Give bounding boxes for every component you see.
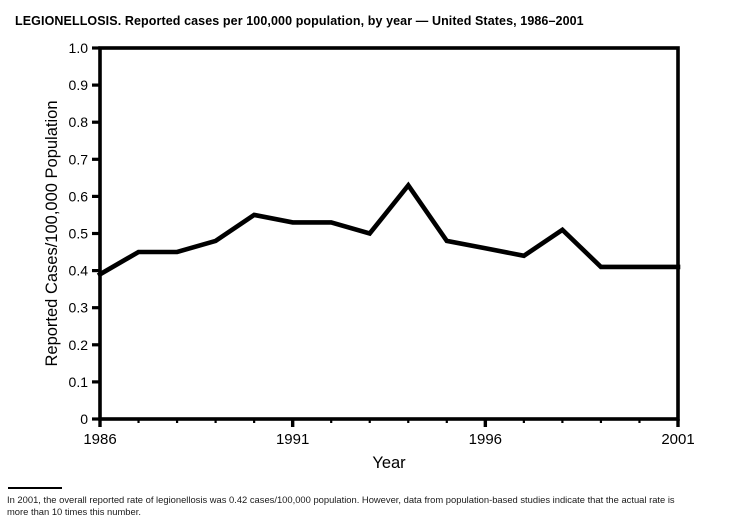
footnote-text-line1: In 2001, the overall reported rate of le… [7, 494, 675, 505]
plot-border [98, 46, 680, 421]
data-line [96, 181, 681, 278]
footnote-text-line2: more than 10 times this number. [7, 506, 141, 517]
y-tick-label: 0.5 [69, 226, 89, 242]
y-tick-label: 0.6 [69, 188, 89, 204]
x-tick-label: 2001 [661, 431, 694, 448]
line-chart-canvas: 0 0.1 0.2 0.3 0.4 0.5 0.6 0.7 0.8 0.9 1.0 1986 1991 1… [43, 40, 695, 472]
footnote: In 2001, the overall reported rate of le… [7, 487, 743, 518]
line-chart: 0 0.1 0.2 0.3 0.4 0.5 0.6 0.7 0.8 0.9 1.0 1986 1991 1… [43, 40, 695, 472]
y-tick-label: 0.4 [69, 263, 89, 279]
y-tick-label: 0.3 [69, 300, 89, 316]
x-tick-label: 1991 [276, 431, 309, 448]
x-tick-label: 1996 [469, 431, 502, 448]
y-tick-label: 0.7 [69, 151, 89, 167]
x-axis-title: Year [372, 454, 406, 472]
footnote-rule [8, 487, 62, 489]
y-tick-label: 0.1 [69, 374, 89, 390]
y-axis-title: Reported Cases/100,000 Population [43, 100, 61, 366]
y-tick-label: 0.8 [69, 114, 89, 130]
y-tick-label: 1.0 [69, 40, 89, 56]
y-tick-label: 0 [80, 411, 88, 427]
chart-title: LEGIONELLOSIS. Reported cases per 100,00… [15, 14, 584, 28]
y-tick-label: 0.9 [69, 77, 89, 93]
y-tick-label: 0.2 [69, 337, 89, 353]
x-tick-label: 1986 [83, 431, 116, 448]
